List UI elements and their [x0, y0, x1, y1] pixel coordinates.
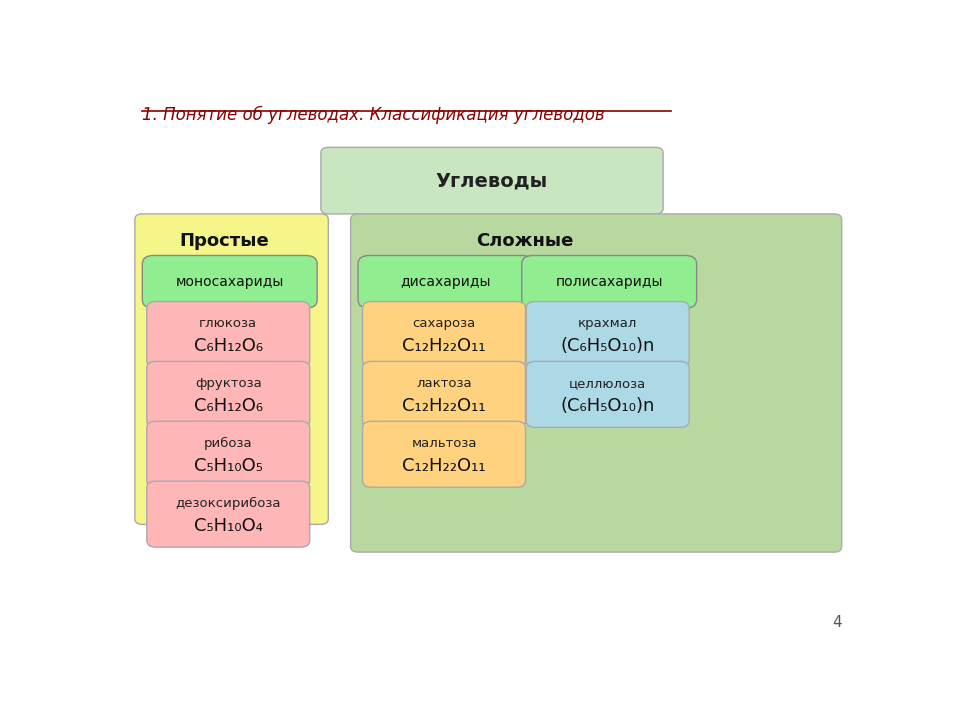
FancyBboxPatch shape [147, 421, 310, 487]
Text: мальтоза: мальтоза [411, 437, 477, 450]
Text: крахмал: крахмал [578, 318, 637, 330]
Text: полисахариды: полисахариды [556, 275, 663, 289]
Text: (C₆H₅O₁₀)n: (C₆H₅O₁₀)n [561, 337, 655, 355]
Text: моносахариды: моносахариды [176, 275, 284, 289]
Text: глюкоза: глюкоза [199, 318, 257, 330]
Text: Сложные: Сложные [476, 232, 573, 250]
Text: C₁₂H₂₂O₁₁: C₁₂H₂₂O₁₁ [402, 397, 486, 415]
FancyBboxPatch shape [363, 361, 525, 428]
Text: целлюлоза: целлюлоза [569, 377, 646, 390]
FancyBboxPatch shape [526, 302, 689, 367]
Text: C₅H₁₀O₅: C₅H₁₀O₅ [194, 456, 263, 474]
Text: C₅H₁₀O₄: C₅H₁₀O₄ [194, 517, 263, 535]
FancyBboxPatch shape [321, 148, 663, 214]
FancyBboxPatch shape [350, 214, 842, 552]
Text: C₆H₁₂O₆: C₆H₁₂O₆ [194, 397, 263, 415]
FancyBboxPatch shape [363, 302, 525, 367]
FancyBboxPatch shape [134, 214, 328, 524]
Text: C₁₂H₂₂O₁₁: C₁₂H₂₂O₁₁ [402, 456, 486, 474]
Text: C₆H₁₂O₆: C₆H₁₂O₆ [194, 337, 263, 355]
Text: Углеводы: Углеводы [436, 171, 548, 190]
FancyBboxPatch shape [363, 421, 525, 487]
Text: фруктоза: фруктоза [195, 377, 262, 390]
FancyBboxPatch shape [147, 481, 310, 547]
Text: дезоксирибоза: дезоксирибоза [176, 497, 281, 510]
Text: C₁₂H₂₂O₁₁: C₁₂H₂₂O₁₁ [402, 337, 486, 355]
Text: (C₆H₅O₁₀)n: (C₆H₅O₁₀)n [561, 397, 655, 415]
FancyBboxPatch shape [358, 256, 533, 308]
FancyBboxPatch shape [147, 302, 310, 367]
Text: лактоза: лактоза [417, 377, 471, 390]
FancyBboxPatch shape [142, 256, 317, 308]
Text: сахароза: сахароза [413, 318, 475, 330]
Text: 1. Понятие об углеводах. Классификация углеводов: 1. Понятие об углеводах. Классификация у… [142, 106, 605, 124]
Text: 4: 4 [832, 615, 842, 630]
Text: дисахариды: дисахариды [400, 275, 491, 289]
Text: Простые: Простые [180, 232, 269, 250]
FancyBboxPatch shape [147, 361, 310, 428]
Text: рибоза: рибоза [204, 437, 252, 450]
FancyBboxPatch shape [526, 361, 689, 428]
FancyBboxPatch shape [522, 256, 697, 308]
